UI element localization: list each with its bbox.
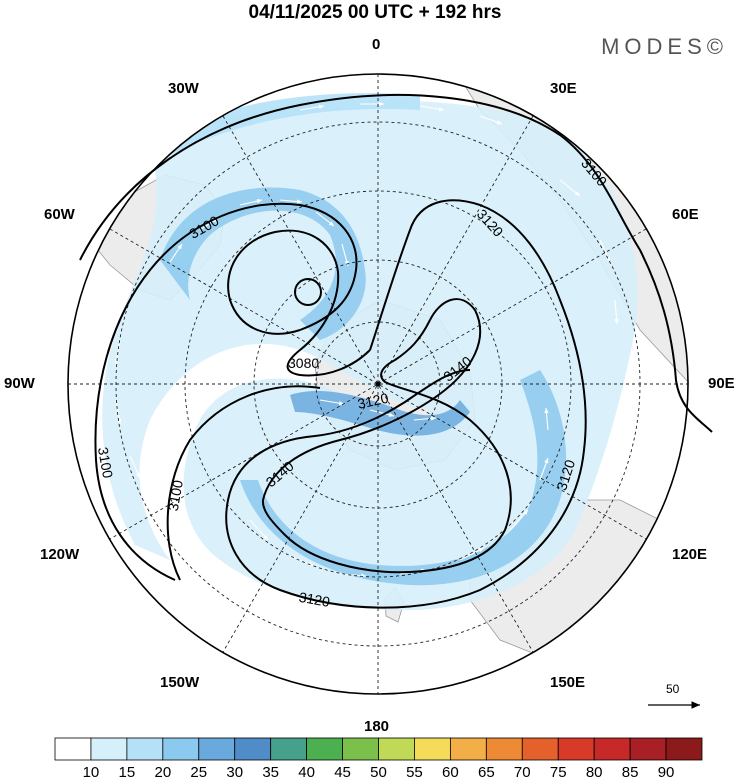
lon-label-90w: 90W bbox=[4, 375, 35, 392]
contour-label: 3120 bbox=[298, 589, 332, 610]
colorbar-swatch bbox=[270, 737, 308, 761]
colorbar-tick-label: 80 bbox=[585, 764, 603, 781]
colorbar-swatch bbox=[557, 737, 595, 761]
colorbar-swatch bbox=[665, 737, 703, 761]
colorbar-tick-label: 45 bbox=[334, 764, 351, 781]
colorbar-swatch bbox=[198, 737, 236, 761]
lon-label-90e: 90E bbox=[708, 375, 735, 392]
contour-3140 bbox=[262, 298, 482, 501]
colorbar-swatch bbox=[54, 737, 92, 761]
colorbar-tick-label: 90 bbox=[657, 764, 675, 781]
contour-3120-core bbox=[261, 319, 512, 574]
contour-label: 3120 bbox=[356, 390, 390, 412]
shading-outer-band bbox=[102, 100, 638, 611]
colorbar-tick-label: 15 bbox=[118, 764, 136, 781]
brand-logo: MODES© bbox=[601, 34, 728, 59]
colorbar-tick-label: 50 bbox=[370, 764, 387, 781]
colorbar-tick-label: 55 bbox=[406, 764, 423, 781]
lon-label-30e: 30E bbox=[550, 80, 577, 97]
contour-small-low bbox=[294, 278, 322, 306]
colorbar-swatch bbox=[126, 737, 164, 761]
wind-shading bbox=[102, 93, 638, 611]
lon-label-0: 0 bbox=[372, 36, 381, 53]
colorbar-tick-label: 70 bbox=[513, 764, 531, 781]
south-pole-dot bbox=[375, 381, 381, 387]
colorbar-swatch bbox=[521, 737, 559, 761]
shading-upper-jet bbox=[160, 187, 366, 340]
colorbar-tick-label: 25 bbox=[190, 764, 208, 781]
colorbar-tick-label: 10 bbox=[82, 764, 100, 781]
colorbar-swatch bbox=[449, 737, 487, 761]
colorbar-swatch bbox=[234, 737, 272, 761]
colorbar-swatch bbox=[414, 737, 451, 761]
colorbar-swatch bbox=[485, 737, 523, 761]
colorbar-tick-label: 65 bbox=[477, 764, 495, 781]
wind-vectors bbox=[114, 101, 619, 578]
colorbar-tick-label: 30 bbox=[226, 764, 244, 781]
colorbar-swatch bbox=[90, 737, 128, 761]
colorbar-swatch bbox=[629, 737, 667, 761]
colorbar-tick-label: 35 bbox=[262, 764, 279, 781]
colorbar-swatch bbox=[593, 737, 631, 761]
colorbar-tick-label: 60 bbox=[442, 764, 459, 781]
contour-3120-inner bbox=[314, 369, 471, 437]
contour-3120-outer bbox=[225, 199, 587, 609]
shading-lower-jet bbox=[240, 370, 567, 586]
contour-label: 3100 bbox=[165, 479, 186, 513]
colorbar-tick-label: 20 bbox=[154, 764, 172, 781]
lon-label-120w: 120W bbox=[40, 546, 80, 563]
contour-3080 bbox=[227, 229, 371, 377]
contour-3100-south bbox=[166, 385, 321, 581]
colorbar-swatch bbox=[342, 737, 379, 761]
lon-label-30w: 30W bbox=[168, 80, 199, 97]
contour-label: 3100 bbox=[95, 446, 116, 480]
map-border bbox=[67, 73, 689, 695]
lon-label-150e: 150E bbox=[550, 674, 586, 691]
colorbar-swatch bbox=[306, 737, 343, 761]
map-title: 04/11/2025 00 UTC + 192 hrs bbox=[248, 2, 502, 23]
lon-label-60e: 60E bbox=[672, 206, 699, 223]
height-contours bbox=[79, 94, 713, 609]
lon-label-120e: 120E bbox=[672, 546, 708, 563]
colorbar-swatch bbox=[162, 737, 200, 761]
lon-label-150w: 150W bbox=[160, 674, 200, 691]
contour-label: 3080 bbox=[288, 355, 319, 371]
lon-label-60w: 60W bbox=[44, 206, 75, 223]
contour-3100-west bbox=[94, 202, 358, 581]
colorbar-tick-label: 40 bbox=[298, 764, 315, 781]
colorbar-tick-label: 75 bbox=[549, 764, 567, 781]
colorbar bbox=[54, 737, 703, 761]
contour-3100-outer bbox=[79, 94, 713, 433]
colorbar-swatch bbox=[378, 737, 415, 761]
colorbar-tick-label: 85 bbox=[621, 764, 639, 781]
reference-vector-label: 50 bbox=[666, 682, 680, 696]
lon-label-180: 180 bbox=[364, 718, 390, 735]
